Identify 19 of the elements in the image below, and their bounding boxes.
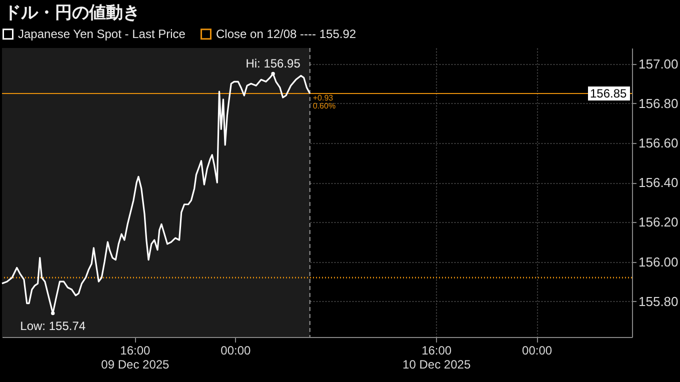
ref-line-label: 156.85 — [590, 86, 628, 101]
chart-title: ドル・円の値動き — [4, 3, 140, 22]
y-tick-label: 156.20 — [638, 214, 678, 230]
y-tick-label: 156.80 — [638, 96, 678, 111]
y-tick-label: 156.00 — [638, 254, 678, 270]
x-tick-label: 00:00 — [220, 344, 252, 358]
annotation: Hi: 156.95 — [246, 56, 301, 71]
y-tick-label: 157.00 — [638, 56, 678, 72]
annotation: 0.60% — [312, 102, 336, 111]
y-tick-label: 156.60 — [638, 136, 678, 151]
legend-label: Close on 12/08 ---- 155.92 — [216, 27, 356, 42]
y-tick-label: 156.40 — [638, 175, 678, 190]
annotation: Low: 155.74 — [20, 319, 86, 334]
x-tick-label: 16:00 09 Dec 2025 — [101, 344, 170, 372]
x-tick-label: 00:00 — [522, 344, 552, 358]
legend-label: Japanese Yen Spot - Last Price — [18, 27, 186, 42]
y-tick-label: 155.80 — [638, 294, 678, 309]
x-tick-label: 16:00 10 Dec 2025 — [402, 344, 471, 372]
annotation: +0.93 — [312, 94, 334, 103]
